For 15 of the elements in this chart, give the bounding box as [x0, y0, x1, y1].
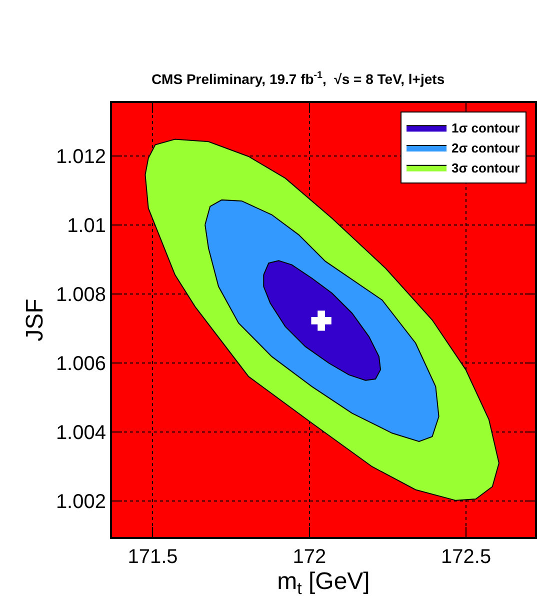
x-tick-label: 172	[292, 546, 326, 568]
y-tick-label: 1.004	[56, 422, 106, 444]
legend-label: 3σ contour	[452, 160, 520, 176]
y-axis-title: JSF	[22, 298, 49, 342]
y-tick-label: 1.006	[56, 353, 106, 376]
x-axis-title: m$_{t}$ [GeV]	[277, 568, 370, 598]
chart-title: CMS Preliminary, 19.7 fb$^{-1}$, √s = 8 TeV, l+jets	[151, 70, 445, 87]
y-tick-label: 1.01	[67, 215, 106, 238]
y-tick-label: 1.002	[56, 491, 106, 514]
legend-label: 2σ contour	[452, 140, 520, 156]
legend-label: 1σ contour	[452, 120, 520, 136]
y-tick-label: 1.012	[56, 146, 106, 168]
x-tick-label: 171.5	[128, 546, 178, 568]
x-tick-label: 172.5	[441, 546, 492, 568]
y-tick-label: 1.008	[56, 284, 106, 306]
